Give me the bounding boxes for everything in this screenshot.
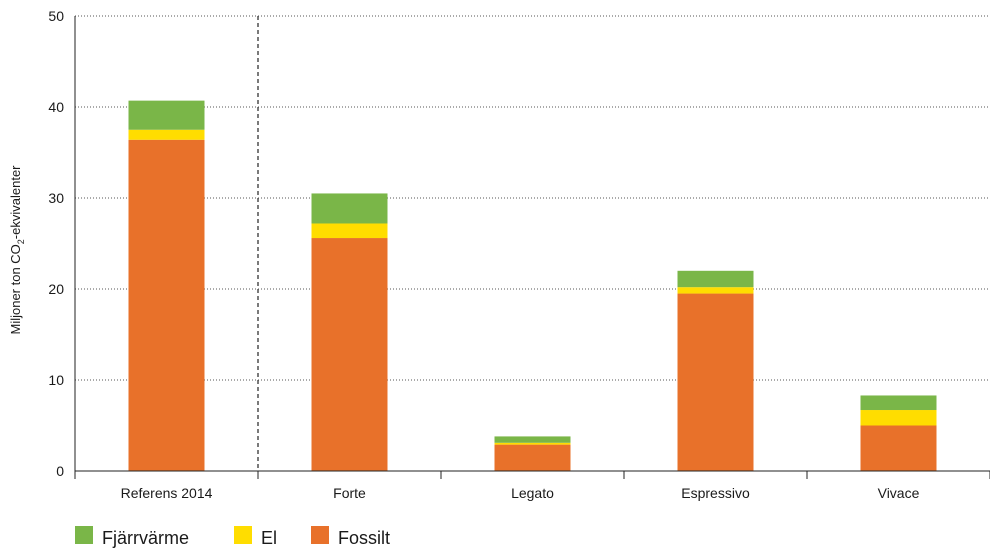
bar-segment	[311, 193, 388, 224]
bar-segment	[494, 442, 571, 445]
bar-segment	[311, 238, 388, 471]
bar-segment	[128, 100, 205, 130]
bar-segment	[677, 293, 754, 471]
legend: Fjärrvärme El Fossilt	[75, 526, 390, 548]
bar-segment	[311, 223, 388, 239]
x-tick-label: Legato	[511, 485, 554, 501]
bar-segment	[494, 444, 571, 471]
y-tick-label: 20	[48, 281, 64, 297]
x-tick-labels: Referens 2014 Forte Legato Espressivo Vivace	[121, 485, 920, 501]
bar-segment	[128, 139, 205, 471]
y-axis-label: Miljoner ton CO2-ekvivalenter	[8, 165, 26, 335]
y-tick-label: 10	[48, 372, 64, 388]
legend-label: El	[261, 528, 277, 548]
legend-swatch	[75, 526, 93, 544]
axes-group	[74, 16, 990, 479]
x-tick-label: Vivace	[878, 485, 920, 501]
bar-segment	[860, 425, 937, 471]
y-tick-label: 40	[48, 99, 64, 115]
bars-group	[128, 100, 937, 471]
bar-segment	[677, 270, 754, 288]
y-tick-label: 0	[56, 463, 64, 479]
legend-swatch	[311, 526, 329, 544]
legend-label: Fossilt	[338, 528, 390, 548]
grid-lines	[75, 15, 990, 381]
bar-segment	[494, 436, 571, 443]
x-tick-label: Referens 2014	[121, 485, 213, 501]
legend-label: Fjärrvärme	[102, 528, 189, 548]
y-tick-label: 30	[48, 190, 64, 206]
bar-segment	[860, 395, 937, 411]
bar-segment	[677, 287, 754, 294]
x-tick-label: Forte	[333, 485, 366, 501]
y-tick-label: 50	[48, 8, 64, 24]
x-tick-label: Espressivo	[681, 485, 750, 501]
legend-swatch	[234, 526, 252, 544]
bar-segment	[128, 129, 205, 140]
bar-segment	[860, 410, 937, 426]
y-tick-labels: 0 10 20 30 40 50	[48, 8, 64, 479]
